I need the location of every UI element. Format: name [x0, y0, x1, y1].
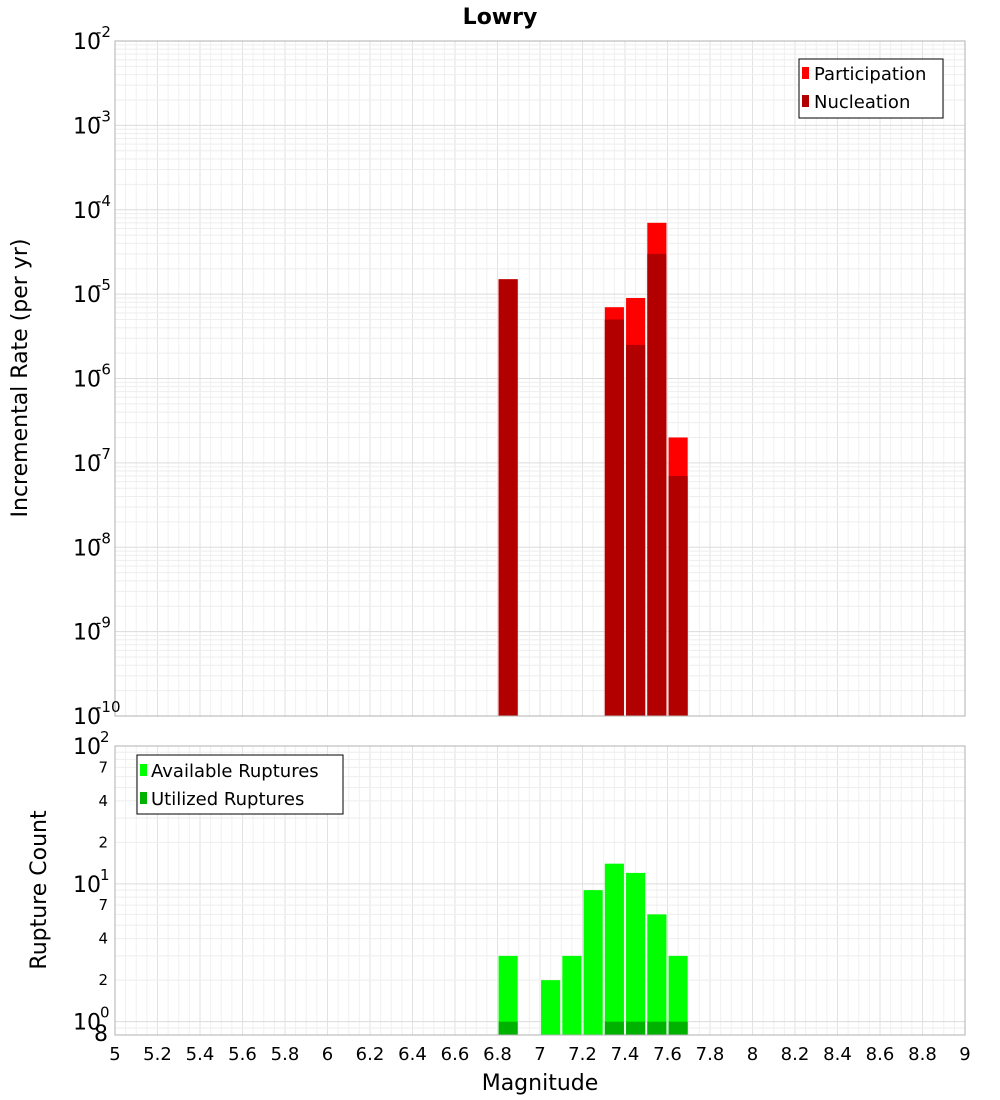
y-tick-exponent: -4	[96, 192, 111, 210]
bar-nucleation	[668, 475, 688, 716]
x-tick-label: 7.8	[696, 1044, 725, 1065]
bar-available-ruptures	[647, 914, 667, 1035]
bottom-plot-bars	[498, 863, 688, 1035]
top-plot-frame	[114, 40, 966, 717]
bar-utilized-ruptures	[626, 1021, 646, 1035]
bar-available-ruptures	[626, 872, 646, 1035]
bar-available-ruptures	[541, 980, 561, 1035]
x-tick-labels: 5 5.2 5.4 5.6 5.8 6 6.2 6.4 6.6 6.8 7 7.2 7.4 7.6 7.8 8…	[109, 1044, 970, 1065]
y-minor-tick-label: 7	[98, 758, 108, 776]
x-tick-label: 8.2	[781, 1044, 810, 1065]
legend-swatch-available-ruptures	[140, 764, 147, 776]
x-tick-label: 8.8	[908, 1044, 937, 1065]
legend-label-nucleation: Nucleation	[814, 92, 910, 113]
legend-swatch-nucleation	[802, 95, 809, 107]
y-tick-label: 10	[73, 621, 101, 646]
y-tick-label: 10	[73, 452, 101, 477]
x-tick-label: 8.4	[823, 1044, 852, 1065]
bar-nucleation	[604, 319, 624, 716]
y-tick-exponent: -6	[96, 361, 111, 379]
top-legend-box	[798, 58, 944, 119]
bar-utilized-ruptures	[647, 1021, 667, 1035]
y-tick-exponent: -5	[96, 276, 111, 294]
bar-available-ruptures	[562, 955, 582, 1035]
y-tick-label: 10	[73, 368, 101, 393]
bar-utilized-ruptures	[604, 1021, 624, 1035]
x-tick-label: 7.2	[568, 1044, 597, 1065]
y-tick-label: 10	[73, 30, 101, 55]
y-tick-label: 10	[73, 735, 101, 760]
y-minor-tick-label: 2	[98, 833, 108, 851]
y-tick-label: 10	[73, 1011, 101, 1036]
bar-available-ruptures	[604, 863, 624, 1035]
x-tick-label: 6.2	[356, 1044, 385, 1065]
x-tick-label: 6	[322, 1044, 333, 1065]
y-tick-exponent: -2	[96, 23, 111, 41]
x-tick-label: 8.6	[866, 1044, 895, 1065]
legend-label-participation: Participation	[814, 64, 926, 85]
x-tick-label: 5.8	[271, 1044, 300, 1065]
y-minor-tick-label: 8	[94, 1022, 108, 1047]
legend-label-utilized-ruptures: Utilized Ruptures	[151, 789, 304, 810]
bottom-y-axis-label: Rupture Count	[27, 810, 52, 970]
bottom-legend: Available Ruptures Utilized Ruptures	[136, 754, 344, 815]
x-tick-label: 7.6	[653, 1044, 682, 1065]
top-y-axis-label: Incremental Rate (per yr)	[8, 239, 33, 518]
y-tick-exponent: -9	[96, 614, 111, 632]
top-plot-bars	[498, 222, 688, 716]
bar-available-ruptures	[583, 890, 603, 1035]
x-tick-label: 6.6	[441, 1044, 470, 1065]
y-tick-label: 10	[73, 705, 101, 730]
bar-nucleation	[647, 253, 667, 716]
y-minor-tick-label: 2	[98, 971, 108, 989]
bar-nucleation	[626, 344, 646, 716]
x-tick-label: 8	[747, 1044, 758, 1065]
y-tick-exponent: 0	[100, 1004, 110, 1022]
legend-label-available-ruptures: Available Ruptures	[151, 761, 319, 782]
x-tick-label: 9	[959, 1044, 970, 1065]
y-tick-label: 10	[73, 199, 101, 224]
x-tick-label: 5.2	[143, 1044, 172, 1065]
bar-available-ruptures	[498, 955, 518, 1035]
y-tick-label: 10	[73, 114, 101, 139]
bar-available-ruptures	[668, 955, 688, 1035]
y-tick-exponent: 2	[100, 728, 110, 746]
x-tick-label: 7.4	[611, 1044, 640, 1065]
y-tick-exponent: -3	[96, 107, 111, 125]
y-tick-exponent: -7	[96, 445, 111, 463]
y-tick-label: 10	[73, 873, 101, 898]
bar-utilized-ruptures	[668, 1021, 688, 1035]
x-tick-label: 5.6	[228, 1044, 257, 1065]
x-axis-label: Magnitude	[482, 1071, 599, 1096]
bottom-legend-box	[136, 754, 344, 815]
bar-utilized-ruptures	[498, 1021, 518, 1035]
y-minor-tick-label: 7	[98, 896, 108, 914]
bar-nucleation	[498, 279, 518, 716]
chart-title: Lowry	[463, 5, 538, 30]
y-minor-tick-label: 4	[98, 930, 108, 948]
x-tick-label: 6.4	[398, 1044, 427, 1065]
x-tick-label: 5	[109, 1044, 120, 1065]
legend-swatch-utilized-ruptures	[140, 792, 147, 804]
x-tick-label: 5.4	[186, 1044, 215, 1065]
x-tick-label: 6.8	[483, 1044, 512, 1065]
bottom-plot-frame	[114, 745, 966, 1036]
x-tick-label: 7	[534, 1044, 545, 1065]
y-tick-exponent: -8	[96, 529, 111, 547]
top-plot-grid	[114, 41, 966, 717]
y-tick-label: 10	[73, 283, 101, 308]
y-tick-exponent: -10	[96, 698, 121, 716]
y-tick-exponent: 1	[100, 866, 110, 884]
y-tick-label: 10	[73, 536, 101, 561]
top-legend: Participation Nucleation	[798, 58, 944, 119]
y-minor-tick-label: 4	[98, 792, 108, 810]
legend-swatch-participation	[802, 67, 809, 79]
